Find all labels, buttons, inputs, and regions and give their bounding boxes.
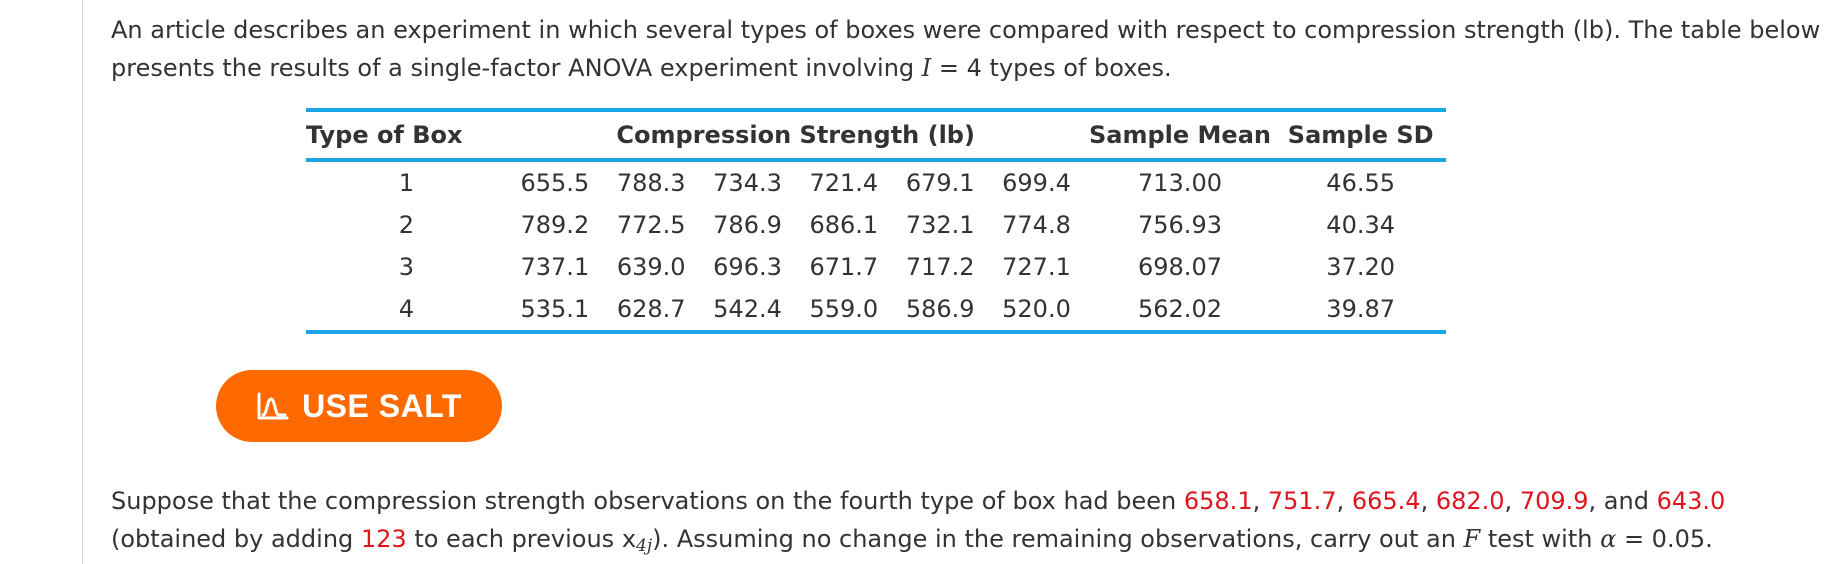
cell-obs: 686.1 (809, 211, 879, 239)
separator: , (1420, 487, 1436, 515)
cell-mean: 713.00 (1138, 169, 1222, 197)
new-value: 682.0 (1435, 487, 1505, 515)
cell-obs: 542.4 (713, 295, 782, 323)
cell-obs: 732.1 (905, 211, 975, 239)
cell-mean: 562.02 (1138, 295, 1222, 323)
table-row: 1 655.5 788.3 734.3 721.4 679.1 699.4 71… (306, 160, 1446, 204)
question-text: ). Assuming no change in the remaining o… (652, 525, 1464, 553)
new-value: 709.9 (1519, 487, 1589, 515)
separator: , (1504, 487, 1520, 515)
new-value: 643.0 (1656, 487, 1726, 515)
salt-chart-icon (256, 391, 290, 421)
cell-obs: 699.4 (1002, 169, 1071, 197)
cell-obs: 786.9 (713, 211, 782, 239)
question-text: test with (1480, 525, 1601, 553)
new-value: 665.4 (1351, 487, 1421, 515)
question-paragraph: Suppose that the compression strength ob… (111, 482, 1831, 558)
intro-paragraph: An article describes an experiment in wh… (111, 11, 1831, 87)
cell-obs: 721.4 (809, 169, 879, 197)
intro-text: An article describes an experiment in wh… (111, 16, 1821, 82)
cell-obs: 559.0 (809, 295, 879, 323)
cell-sd: 40.34 (1326, 211, 1396, 239)
use-salt-button[interactable]: USE SALT (216, 370, 502, 442)
var-I: I (921, 54, 932, 82)
cell-obs: 772.5 (616, 211, 686, 239)
header-sd: Sample SD (1287, 121, 1434, 149)
cell-mean: 756.93 (1138, 211, 1222, 239)
cell-obs: 671.7 (809, 253, 879, 281)
table-row: 3 737.1 639.0 696.3 671.7 717.2 727.1 69… (306, 246, 1446, 288)
cell-obs: 737.1 (520, 253, 590, 281)
cell-obs: 655.5 (520, 169, 590, 197)
cell-sd: 46.55 (1326, 169, 1396, 197)
cell-obs: 639.0 (616, 253, 686, 281)
header-type: Type of Box (306, 121, 463, 149)
cell-obs: 789.2 (520, 211, 590, 239)
cell-obs: 628.7 (616, 295, 686, 323)
cell-mean: 698.07 (1138, 253, 1222, 281)
cell-obs: 679.1 (905, 169, 975, 197)
separator: , (1252, 487, 1268, 515)
var-x-subscript: 4j (636, 536, 653, 556)
separator: , (1336, 487, 1352, 515)
table-header-row: Type of Box Compression Strength (lb) Sa… (306, 110, 1446, 160)
cell-obs: 788.3 (616, 169, 686, 197)
cell-obs: 774.8 (1002, 211, 1071, 239)
anova-data-table: Type of Box Compression Strength (lb) Sa… (306, 108, 1446, 334)
cell-sd: 39.87 (1326, 295, 1396, 323)
cell-type: 1 (398, 169, 414, 197)
var-F: F (1463, 525, 1481, 553)
cell-sd: 37.20 (1326, 253, 1396, 281)
cell-obs: 520.0 (1002, 295, 1071, 323)
cell-obs: 586.9 (905, 295, 975, 323)
question-text: Suppose that the compression strength ob… (111, 487, 1184, 515)
cell-type: 2 (398, 211, 414, 239)
separator: , and (1588, 487, 1657, 515)
cell-obs: 696.3 (713, 253, 782, 281)
added-constant: 123 (360, 525, 407, 553)
cell-obs: 734.3 (713, 169, 782, 197)
new-value: 751.7 (1267, 487, 1337, 515)
cell-type: 3 (398, 253, 414, 281)
cell-obs: 535.1 (520, 295, 590, 323)
question-text: = 0.05. (1616, 525, 1713, 553)
new-value: 658.1 (1183, 487, 1253, 515)
table-row: 2 789.2 772.5 786.9 686.1 732.1 774.8 75… (306, 204, 1446, 246)
cell-obs: 717.2 (905, 253, 975, 281)
table-row: 4 535.1 628.7 542.4 559.0 586.9 520.0 56… (306, 288, 1446, 332)
var-x: x (621, 525, 637, 553)
content-frame (82, 0, 1838, 564)
question-text: to each previous (406, 525, 622, 553)
header-compression: Compression Strength (lb) (616, 121, 975, 149)
header-mean: Sample Mean (1089, 121, 1271, 149)
cell-obs: 727.1 (1002, 253, 1071, 281)
cell-type: 4 (398, 295, 414, 323)
var-alpha: α (1600, 525, 1617, 553)
question-text: (obtained by adding (111, 525, 361, 553)
intro-text-end: = 4 types of boxes. (931, 54, 1172, 82)
use-salt-label: USE SALT (302, 387, 462, 424)
